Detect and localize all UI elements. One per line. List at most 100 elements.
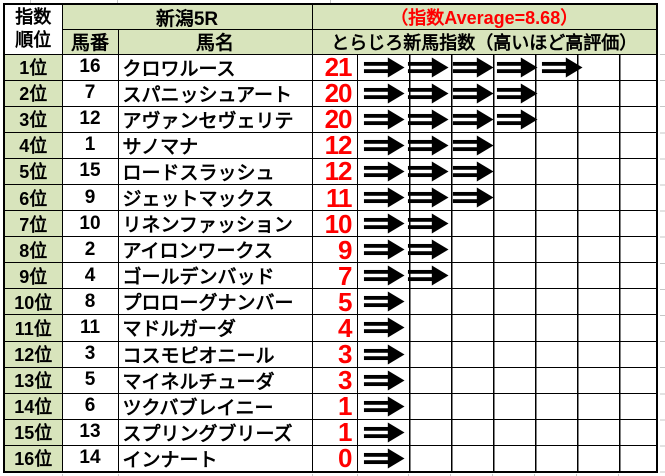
horse-no-cell[interactable]: 9 [62,184,119,212]
horse-name-cell[interactable]: ツクバブレイニー [118,393,313,420]
horse-name-cell[interactable]: インナート [118,445,313,472]
horse-no-cell[interactable]: 14 [62,445,119,472]
rank-cell[interactable]: 10位 [5,289,63,316]
index-value-cell[interactable]: 11 [312,184,358,212]
horse-name-label: コスモピオニール [122,345,275,367]
rank-cell[interactable]: 11位 [5,315,63,342]
horse-name-cell[interactable]: サノマナ [118,132,313,159]
horse-no-header-cell[interactable]: 馬番 [62,30,119,55]
rank-cell[interactable]: 7位 [5,211,63,238]
index-arrow-cell[interactable] [357,132,656,159]
rank-cell[interactable]: 5位 [5,158,63,185]
index-value-cell[interactable]: 9 [312,237,358,264]
rank-cell[interactable]: 2位 [5,80,63,107]
horse-name-cell[interactable]: マドルガーダ [118,315,313,342]
rank-cell[interactable]: 1位 [5,54,63,81]
index-value-cell[interactable]: 4 [312,315,358,342]
index-arrow-cell[interactable] [357,211,656,238]
right-arrow-icon [541,57,583,78]
horse-name-cell[interactable]: スパニッシュアート [118,80,313,107]
index-value-cell[interactable]: 3 [312,341,358,368]
rank-label: 4位 [19,136,48,157]
rank-cell[interactable]: 6位 [5,184,63,212]
right-arrow-icon [452,83,494,104]
horse-name-cell[interactable]: マイネルチューダ [118,367,313,394]
horse-no-label: 5 [84,369,96,391]
horse-name-cell[interactable]: ジェットマックス [118,184,313,212]
average-cell[interactable]: （指数Average=8.68） [312,5,656,30]
race-cell[interactable]: 新潟5R [62,5,313,30]
horse-name-cell[interactable]: プロローグナンバー [118,289,313,316]
horse-name-cell[interactable]: スプリングブリーズ [118,419,313,446]
horse-no-cell[interactable]: 13 [62,419,119,446]
rank-header-line1: 指数 [15,7,52,28]
index-arrow-cell[interactable] [357,80,656,107]
horse-no-cell[interactable]: 5 [62,367,119,394]
index-value-label: 0 [338,445,353,472]
rank-cell[interactable]: 14位 [5,393,63,420]
horse-name-cell[interactable]: ゴールデンバッド [118,263,313,290]
horse-no-cell[interactable]: 2 [62,237,119,264]
index-value-cell[interactable]: 20 [312,106,358,133]
horse-name-cell[interactable]: アヴァンセヴェリテ [118,106,313,133]
index-value-cell[interactable]: 1 [312,393,358,420]
index-value-cell[interactable]: 0 [312,445,358,472]
rank-cell[interactable]: 9位 [5,263,63,290]
arrow-bar [358,315,657,340]
index-arrow-cell[interactable] [357,445,656,472]
index-arrow-cell[interactable] [357,158,656,185]
index-value-cell[interactable]: 7 [312,263,358,290]
horse-no-cell[interactable]: 1 [62,132,119,159]
index-arrow-cell[interactable] [357,184,656,212]
horse-no-label: 16 [79,56,101,78]
rank-cell[interactable]: 4位 [5,132,63,159]
index-value-cell[interactable]: 12 [312,158,358,185]
horse-name-cell[interactable]: アイロンワークス [118,237,313,264]
index-arrow-cell[interactable] [357,393,656,420]
horse-no-cell[interactable]: 12 [62,106,119,133]
rank-cell[interactable]: 15位 [5,419,63,446]
horse-name-cell[interactable]: ロードスラッシュ [118,158,313,185]
index-arrow-cell[interactable] [357,263,656,290]
index-value-cell[interactable]: 5 [312,289,358,316]
horse-no-cell[interactable]: 7 [62,80,119,107]
horse-no-cell[interactable]: 16 [62,54,119,81]
horse-no-cell[interactable]: 15 [62,158,119,185]
gridline-stub [30,0,31,3]
rank-cell[interactable]: 3位 [5,106,63,133]
horse-no-cell[interactable]: 3 [62,341,119,368]
rank-cell[interactable]: 8位 [5,237,63,264]
horse-name-header-cell[interactable]: 馬名 [118,30,313,55]
horse-name-cell[interactable]: コスモピオニール [118,341,313,368]
index-value-cell[interactable]: 20 [312,80,358,107]
rank-header-cell[interactable]: 指数 順位 [5,5,63,55]
horse-name-cell[interactable]: リネンファッション [118,211,313,238]
index-arrow-cell[interactable] [357,315,657,342]
index-arrow-cell[interactable] [357,289,656,316]
index-arrow-cell[interactable] [357,106,656,133]
index-arrow-cell[interactable] [357,54,656,81]
index-value-cell[interactable]: 10 [312,211,358,238]
index-value-cell[interactable]: 12 [312,132,358,159]
horse-name-cell[interactable]: クロワルース [118,54,313,81]
index-value-cell[interactable]: 3 [312,367,358,394]
index-desc-header-cell[interactable]: とらじろ新馬指数（高いほど高評価） [312,30,656,55]
index-arrow-cell[interactable] [357,237,656,264]
index-arrow-cell[interactable] [357,419,656,446]
horse-no-cell[interactable]: 6 [62,393,119,420]
rank-cell[interactable]: 13位 [5,367,63,394]
right-arrow-icon [407,161,449,182]
rank-cell[interactable]: 12位 [5,341,63,368]
index-arrow-cell[interactable] [357,367,656,394]
horse-no-cell[interactable]: 11 [62,315,119,342]
rank-label: 6位 [19,188,48,209]
index-value-cell[interactable]: 1 [312,419,358,446]
index-arrow-cell[interactable] [357,341,656,368]
right-arrow-icon [363,135,405,156]
horse-no-cell[interactable]: 4 [62,263,119,290]
horse-no-cell[interactable]: 8 [62,289,119,316]
horse-no-cell[interactable]: 10 [62,211,119,238]
rank-label: 10位 [14,292,53,313]
index-value-cell[interactable]: 21 [312,54,358,81]
rank-cell[interactable]: 16位 [5,445,63,472]
